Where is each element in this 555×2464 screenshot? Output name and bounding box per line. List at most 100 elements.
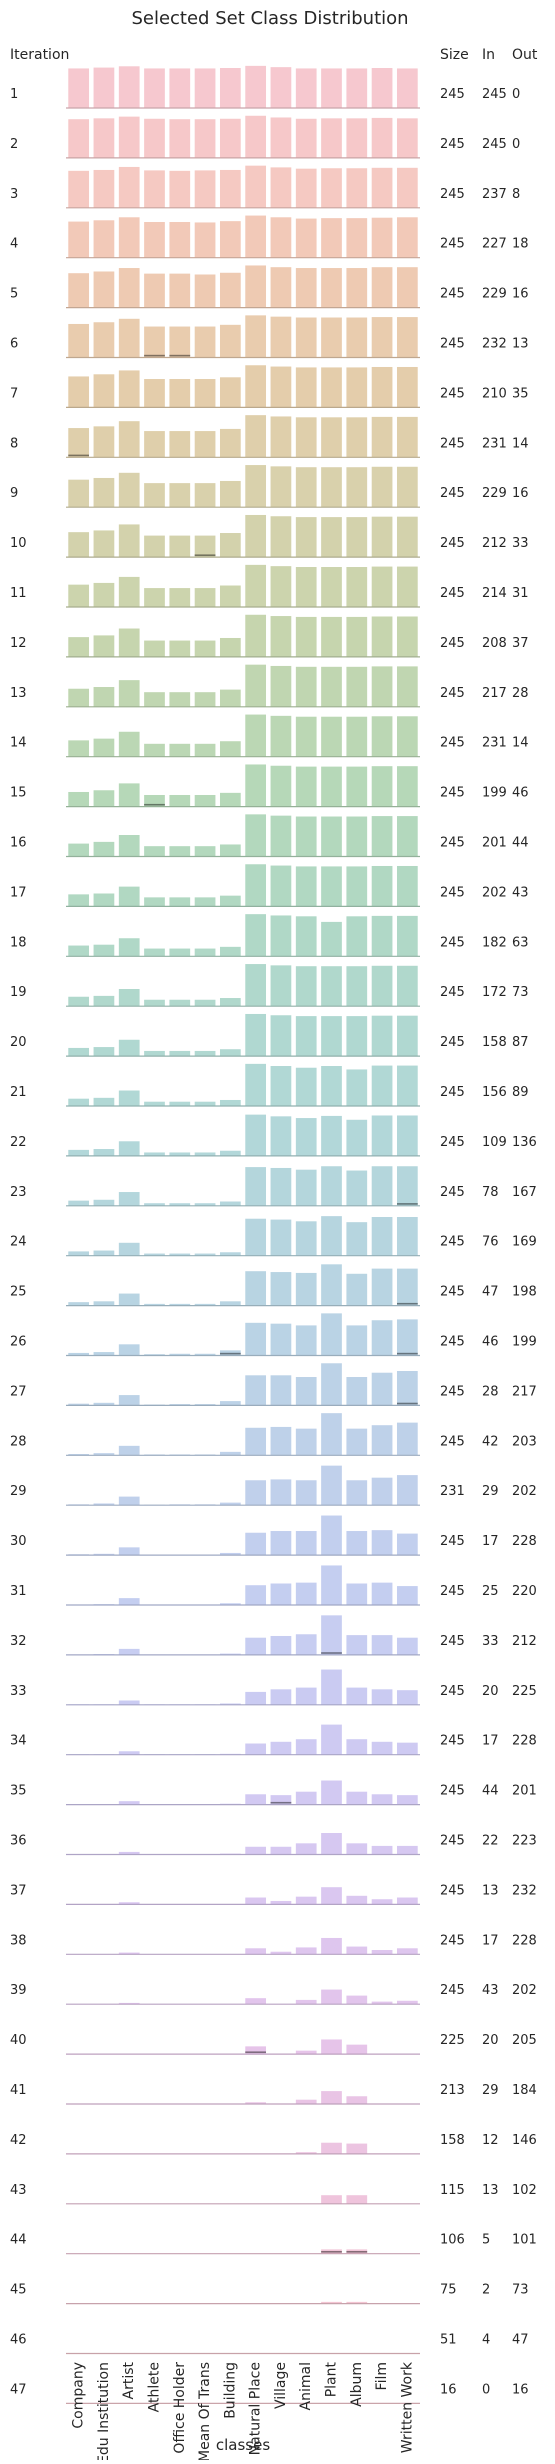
class-bar [68,273,89,307]
class-bar [68,119,89,158]
in-value: 25 [482,1584,499,1599]
class-bar [397,317,418,357]
class-bar [68,844,89,857]
class-bar [245,265,266,307]
size-value: 245 [440,1834,465,1849]
class-bar [321,1313,342,1355]
class-bar [296,1016,317,1056]
class-bar [119,1243,140,1256]
iteration-label: 19 [10,985,27,1000]
in-value: 12 [482,2133,499,2148]
x-tick-label: Plant [324,2361,340,2397]
class-bar [169,536,190,558]
class-bar [397,1534,418,1556]
class-bar [346,1739,367,1754]
class-bar [321,517,342,557]
class-bar [372,966,393,1006]
class-bar [195,119,216,158]
class-bar [195,692,216,707]
accent-bar [397,1403,418,1405]
out-value: 43 [512,885,529,900]
iteration-label: 3 [10,187,18,202]
iteration-label: 9 [10,486,18,501]
class-bar [346,717,367,757]
class-bar [321,1565,342,1605]
class-bar [397,716,418,756]
class-bar [119,577,140,607]
class-bar [245,415,266,457]
accent-bar [271,1802,292,1804]
class-bar [397,68,418,108]
class-bar [271,1324,292,1356]
class-bar [119,1649,140,1655]
header-size: Size [440,47,469,63]
class-bar [245,1744,266,1755]
iteration-label: 6 [10,337,18,352]
class-bar [346,1016,367,1056]
class-bar [195,483,216,507]
class-bar [271,965,292,1006]
class-bar [245,1585,266,1605]
class-bar [397,1743,418,1755]
in-value: 232 [482,337,507,352]
class-bar [169,483,190,507]
class-bar [195,588,216,607]
class-bar [346,1171,367,1206]
class-bar [68,68,89,108]
class-bar [397,467,418,507]
out-value: 232 [512,1883,537,1898]
iteration-label: 28 [10,1434,27,1449]
class-bar [245,1115,266,1156]
class-bar [245,1898,266,1905]
size-value: 245 [440,386,465,401]
iteration-label: 23 [10,1185,27,1200]
size-value: 245 [440,1684,465,1699]
class-bar [296,1221,317,1255]
in-value: 212 [482,536,507,551]
class-bar [271,416,292,457]
class-bar [372,716,393,756]
class-bar [372,1846,393,1855]
class-bar [296,318,317,358]
class-bar [245,1638,266,1655]
size-value: 245 [440,1434,465,1449]
class-bar [169,846,190,856]
size-value: 158 [440,2133,465,2148]
class-bar [245,565,266,607]
out-value: 102 [512,2183,537,2198]
class-bar [94,894,115,907]
class-bar [119,1395,140,1405]
class-bar [321,767,342,807]
class-bar [220,741,241,756]
class-bar [119,1701,140,1705]
class-bar [68,1048,89,1056]
class-bar [220,793,241,807]
class-bar [397,1115,418,1155]
class-bar [372,1373,393,1406]
class-bar [144,274,165,308]
class-bar [397,1166,418,1206]
class-bar [296,1273,317,1306]
class-bar [296,1068,317,1106]
class-bar [321,2039,342,2054]
class-bar [68,1150,89,1156]
class-bar [94,1200,115,1206]
class-bar [346,2144,367,2154]
class-bar [94,1251,115,1256]
out-value: 87 [512,1035,529,1050]
class-bar [119,167,140,208]
class-bar [397,1217,418,1256]
class-bar [245,315,266,357]
class-bar [144,170,165,207]
size-value: 245 [440,636,465,651]
class-bar [94,739,115,757]
class-bar [372,218,393,258]
class-bar [245,1167,266,1206]
